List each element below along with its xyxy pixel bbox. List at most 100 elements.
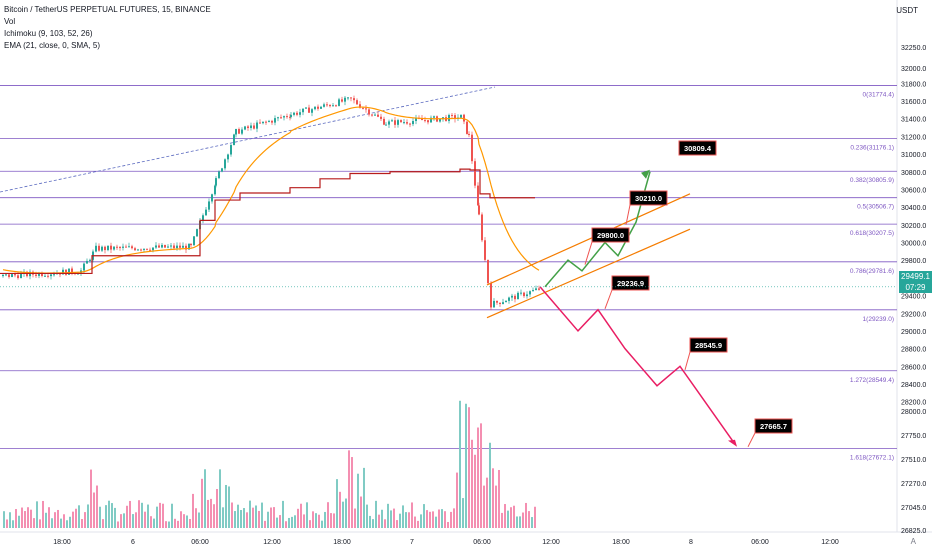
candle-body [380,116,382,119]
projection-box [678,140,717,156]
ema-line [2,106,540,274]
candle-body [391,120,393,122]
candle-body [190,243,192,246]
volume-bar [48,507,50,528]
price-tick-label: 31000.0 [901,152,926,159]
volume-bar [135,512,137,528]
price-tick-label: 27045.0 [901,505,926,512]
price-tick-label: 30000.0 [901,241,926,248]
candle-body [8,274,10,278]
volume-bar [24,511,26,528]
candle-body [274,118,276,123]
volume-bar [96,485,98,528]
candle-body [146,248,148,250]
candle-body [253,125,255,129]
candle-body [143,248,145,250]
currency-label[interactable]: USDT [896,6,918,15]
volume-bar [69,516,71,528]
time-tick-label: 12:00 [821,539,839,546]
volume-bar [474,454,476,528]
volume-bar [90,469,92,528]
indicator-ema[interactable]: EMA (21, close, 0, SMA, 5) [4,41,101,50]
price-tick-label: 32250.0 [901,45,926,52]
volume-bar [243,508,245,528]
volume-bar [117,521,119,528]
candle-body [511,295,513,298]
candle-body [107,245,109,251]
volume-bar [174,518,176,528]
projection-pointer [604,289,613,310]
volume-bar [213,504,215,528]
candle-body [280,117,282,119]
candle-body [164,244,166,248]
volume-bar [423,504,425,528]
candle-body [427,120,429,123]
volume-bar [54,512,56,528]
volume-bar [231,502,233,528]
candle-body [353,98,355,101]
auto-scale-icon[interactable]: A [910,537,916,546]
price-tick-label: 29200.0 [901,311,926,318]
candle-body [41,273,43,276]
candle-body [529,291,531,295]
candle-body [433,116,435,118]
candle-body [338,99,340,106]
volume-bar [330,513,332,528]
candle-body [383,118,385,125]
volume-bar [522,512,524,528]
candle-body [397,120,399,125]
volume-bar [426,510,428,528]
volume-bar [342,501,344,528]
candle-body [368,109,370,115]
current-price-badge: 29499.1 07:29 [899,271,932,293]
candle-body [208,201,210,210]
volume-bar [153,518,155,528]
volume-bar [525,502,527,528]
volume-bar [372,519,374,528]
volume-bar [51,518,53,528]
candle-body [215,178,217,186]
volume-bar [486,477,488,528]
ichimoku-base-line [0,168,535,275]
candle-body [484,240,486,260]
volume-bar [201,478,203,528]
candle-body [5,274,7,276]
bearish-arrow-head [728,439,737,447]
volume-bar [102,519,104,528]
price-tick-label: 30400.0 [901,205,926,212]
volume-bar [348,450,350,528]
candle-body [335,105,337,107]
volume-bar [318,514,320,528]
projection-label: 30809.4 [684,144,712,153]
volume-bar [99,506,101,528]
volume-bar [78,505,80,528]
volume-bar [501,512,503,528]
candle-body [487,259,489,284]
candle-body [535,288,537,291]
volume-bar [21,507,23,528]
volume-bar [360,496,362,528]
fib-level-label: 1.272(28549.4) [850,377,894,384]
price-tick-label: 28400.0 [901,382,926,389]
candle-body [89,259,91,261]
price-tick-label: 28800.0 [901,347,926,354]
candle-body [308,107,310,113]
volume-bar [42,500,44,528]
candle-body [167,246,169,248]
fib-level-label: 0(31774.4) [863,92,894,99]
indicator-vol[interactable]: Vol [4,17,16,26]
projection-label: 29236.9 [617,279,644,288]
volume-bar [264,520,266,528]
candle-body [101,246,103,251]
volume-bar [309,520,311,528]
candle-body [196,229,198,237]
projection-pointer [625,204,631,225]
volume-bar [408,512,410,528]
volume-bar [9,512,11,528]
indicator-ichimoku[interactable]: Ichimoku (9, 103, 52, 26) [4,29,93,38]
candle-body [493,300,495,308]
candle-body [356,100,358,105]
volume-bar [510,507,512,528]
volume-bar [144,511,146,528]
